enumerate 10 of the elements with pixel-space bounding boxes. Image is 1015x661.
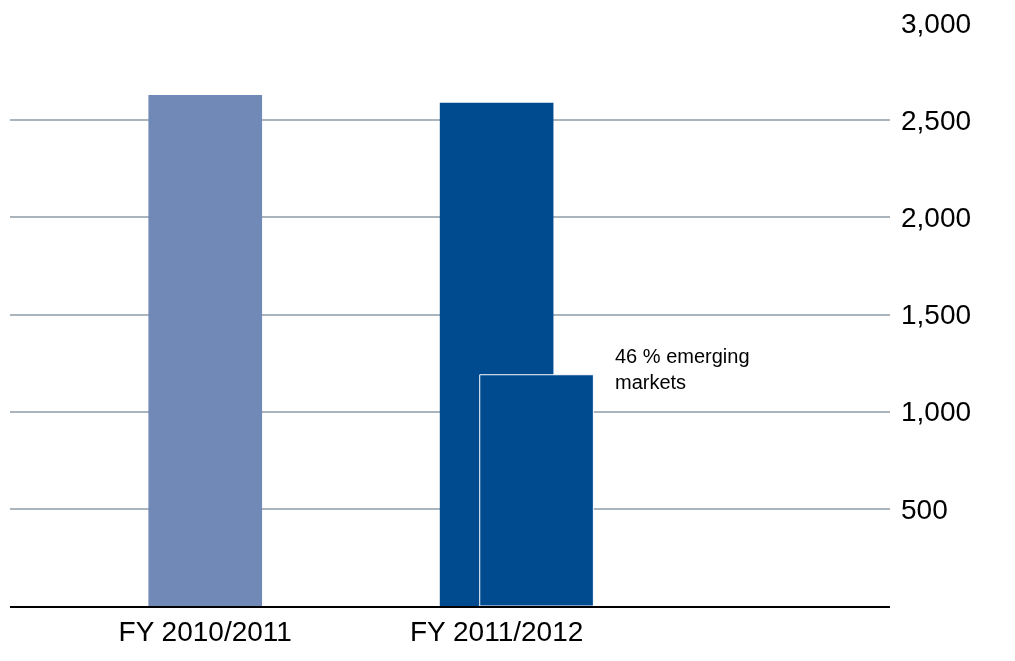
y-tick-label: 2,500 [901, 104, 972, 136]
y-tick-label: 3,000 [901, 7, 972, 39]
y-tick-label: 500 [901, 493, 948, 525]
y-tick-label: 2,000 [901, 202, 972, 234]
annotation: 46 % emerging markets [615, 345, 750, 393]
y-tick-label: 1,500 [901, 299, 972, 331]
bar [148, 94, 263, 606]
x-tick-label: FY 2011/2012 [409, 616, 584, 648]
x-tick-label: FY 2010/2011 [118, 616, 292, 648]
y-tick-label: 1,000 [901, 396, 972, 428]
